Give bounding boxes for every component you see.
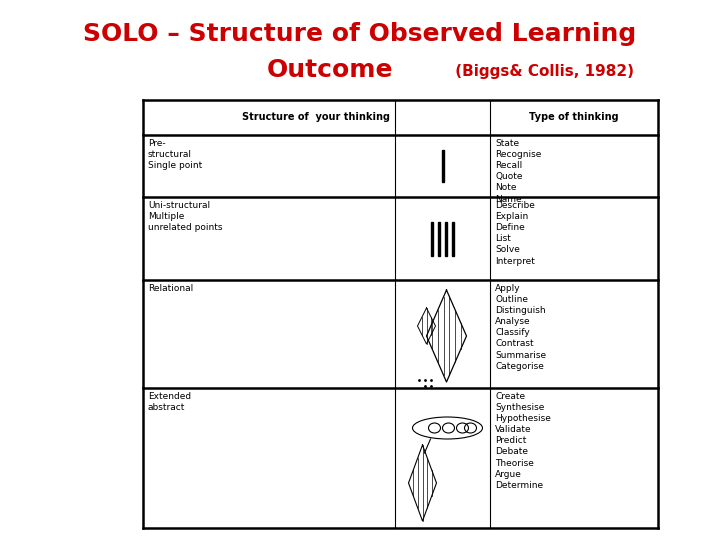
Text: Create
Synthesise
Hypothesise
Validate
Predict
Debate
Theorise
Argue
Determine: Create Synthesise Hypothesise Validate P… — [495, 392, 551, 490]
Text: Outcome: Outcome — [266, 58, 393, 82]
Bar — [441, 150, 444, 182]
Text: Extended
abstract: Extended abstract — [148, 392, 191, 412]
Text: State
Recognise
Recall
Quote
Note
Name: State Recognise Recall Quote Note Name — [495, 139, 541, 204]
Bar — [445, 221, 447, 255]
Text: Describe
Explain
Define
List
Solve
Interpret: Describe Explain Define List Solve Inter… — [495, 201, 535, 266]
Text: Apply
Outline
Distinguish
Analyse
Classify
Contrast
Summarise
Categorise: Apply Outline Distinguish Analyse Classi… — [495, 284, 546, 370]
Text: Uni-structural
Multiple
unrelated points: Uni-structural Multiple unrelated points — [148, 201, 222, 232]
Text: (Biggs& Collis, 1982): (Biggs& Collis, 1982) — [450, 64, 634, 79]
Bar — [451, 221, 454, 255]
Bar — [431, 221, 433, 255]
Text: Structure of  your thinking: Structure of your thinking — [243, 112, 390, 123]
Text: Relational: Relational — [148, 284, 193, 293]
Bar — [438, 221, 440, 255]
Text: Type of thinking: Type of thinking — [529, 112, 618, 123]
Text: SOLO – Structure of Observed Learning: SOLO – Structure of Observed Learning — [84, 22, 636, 46]
Text: Pre-
structural
Single point: Pre- structural Single point — [148, 139, 202, 170]
